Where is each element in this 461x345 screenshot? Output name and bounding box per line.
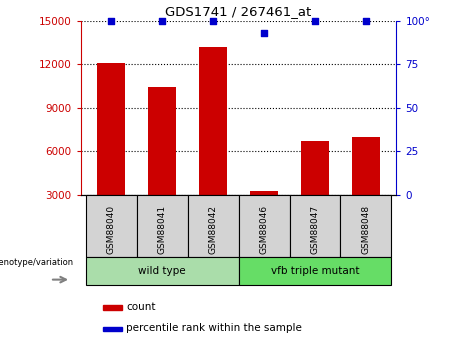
Text: percentile rank within the sample: percentile rank within the sample [126, 323, 302, 333]
FancyBboxPatch shape [137, 195, 188, 257]
Text: GSM88048: GSM88048 [361, 205, 370, 254]
Bar [250, 190, 278, 195]
Title: GDS1741 / 267461_at: GDS1741 / 267461_at [165, 5, 312, 18]
Text: GSM88047: GSM88047 [310, 205, 319, 254]
Bar [103, 326, 122, 331]
Text: GSM88042: GSM88042 [208, 205, 218, 254]
Text: count: count [126, 302, 156, 312]
Text: GSM88040: GSM88040 [107, 205, 116, 254]
Text: vfb triple mutant: vfb triple mutant [271, 266, 359, 276]
Point [159, 18, 166, 23]
Text: wild type: wild type [138, 266, 186, 276]
Bar [148, 88, 176, 195]
Bar [103, 305, 122, 310]
Text: genotype/variation: genotype/variation [0, 258, 74, 267]
Point [311, 18, 319, 23]
Bar [301, 141, 329, 195]
Point [209, 18, 217, 23]
Point [260, 30, 268, 36]
FancyBboxPatch shape [290, 195, 340, 257]
Point [362, 18, 370, 23]
Bar [97, 63, 125, 195]
FancyBboxPatch shape [86, 257, 239, 285]
FancyBboxPatch shape [239, 195, 290, 257]
FancyBboxPatch shape [188, 195, 239, 257]
Text: GSM88041: GSM88041 [158, 205, 167, 254]
Text: GSM88046: GSM88046 [260, 205, 269, 254]
Bar [199, 47, 227, 195]
FancyBboxPatch shape [340, 195, 391, 257]
Bar [352, 137, 380, 195]
Point [107, 18, 115, 23]
FancyBboxPatch shape [86, 195, 137, 257]
FancyBboxPatch shape [239, 257, 391, 285]
